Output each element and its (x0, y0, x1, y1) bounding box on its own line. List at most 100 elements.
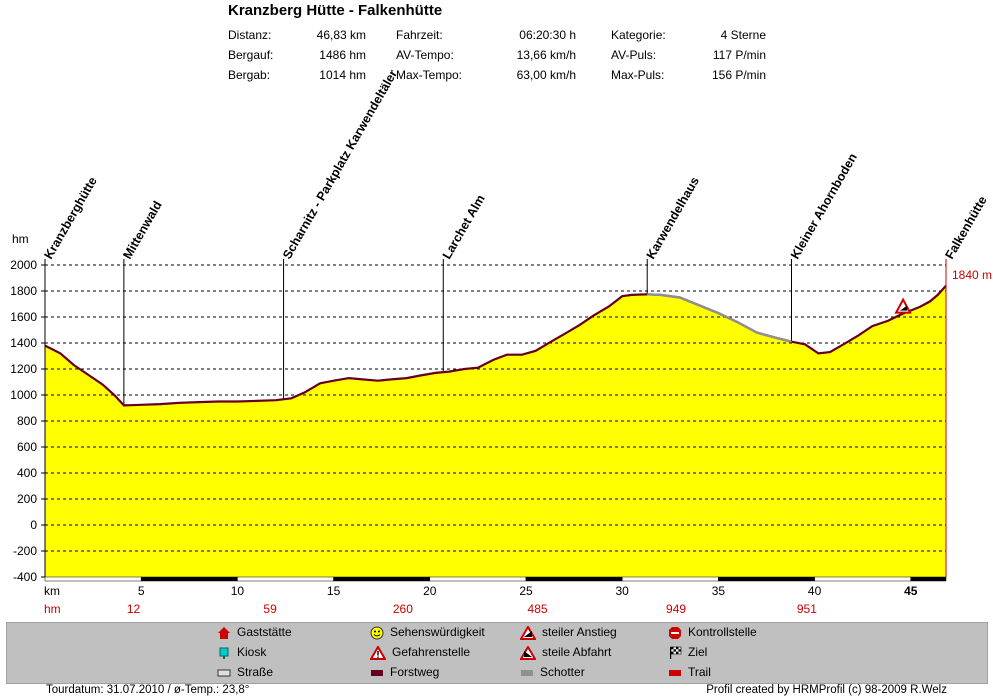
distance-bar-segment (333, 576, 431, 582)
stat-value: 117 P/min (712, 48, 766, 62)
elevation-line (44, 285, 947, 407)
hm-value-label: 949 (666, 602, 686, 616)
legend-label: Trail (688, 665, 711, 679)
hm-row-label: hm (44, 602, 61, 616)
distance-bar-segment (429, 576, 527, 582)
legend-label: Kiosk (237, 645, 267, 659)
stat-value: 46,83 km (316, 28, 366, 42)
legend-label: Kontrollstelle (688, 625, 757, 639)
waypoint-label: Kleiner Ahornboden (788, 151, 860, 262)
x-tick-label: 30 (616, 584, 630, 598)
legend-label: steiler Anstieg (542, 625, 617, 639)
stat-value: 13,66 km/h (516, 48, 576, 62)
stat-value: 1014 hm (319, 68, 366, 82)
road-swatch (217, 665, 237, 679)
stat-value: 63,00 km/h (516, 68, 576, 82)
waypoint-label: Karwendelhaus (644, 174, 702, 261)
x-tick-label: 35 (712, 584, 726, 598)
distance-bar-segment (44, 576, 142, 582)
legend-label: Forstweg (390, 665, 440, 679)
y-tick-label: 1200 (10, 362, 37, 376)
y-axis-label: hm (12, 232, 29, 246)
forest-road-swatch (370, 665, 390, 679)
trail-swatch (668, 665, 688, 679)
distance-bar-segment (910, 576, 947, 582)
kiosk-icon (217, 645, 237, 659)
distance-bar-segment (237, 576, 334, 582)
legend-label: Ziel (688, 645, 708, 659)
legend-item: Sehenswürdigkeit (370, 625, 485, 640)
y-tick-label: 2000 (10, 258, 37, 272)
gravel-segment (647, 293, 792, 343)
y-tick-label: 1000 (10, 388, 37, 402)
legend-label: Schotter (540, 665, 585, 679)
legend-label: Gefahrenstelle (392, 645, 471, 659)
steep-descent-icon (519, 644, 542, 660)
hm-value-label: 485 (528, 602, 548, 616)
legend-item: steiler Anstieg (519, 624, 617, 640)
y-tick-label: 0 (30, 518, 37, 532)
stat-label: AV-Tempo: (396, 48, 454, 62)
distance-bar-segment (718, 576, 815, 582)
y-tick-label: 1400 (10, 336, 37, 350)
finish-flag-icon (668, 645, 688, 659)
steep-climb-icon (519, 624, 542, 640)
legend-item: Kontrollstelle (668, 625, 757, 640)
stat-label: Max-Tempo: (396, 68, 463, 82)
y-tick-label: 600 (17, 440, 37, 454)
chart-title: Kranzberg Hütte - Falkenhütte (228, 2, 443, 19)
stat-value: 156 P/min (711, 68, 766, 82)
warning-icon (369, 644, 392, 660)
tour-date-footer: Tourdatum: 31.07.2010 / ø-Temp.: 23,8° (46, 684, 250, 696)
legend-item: steile Abfahrt (519, 644, 612, 660)
legend-item: Forstweg (370, 665, 439, 679)
legend-item: Ziel (668, 645, 707, 660)
house-icon (217, 625, 237, 639)
legend-item: Straße (217, 665, 273, 679)
waypoint-label: Mittenwald (120, 199, 164, 262)
x-tick-label: 40 (808, 584, 822, 598)
y-tick-label: -200 (13, 544, 37, 558)
hm-value-label: 260 (393, 602, 413, 616)
end-elevation-label: 1840 m (952, 268, 992, 282)
stat-label: Distanz: (228, 28, 272, 42)
elevation-area (45, 285, 946, 577)
credits-footer: Profil created by HRMProfil (c) 98-2009 … (706, 684, 947, 696)
hm-value-label: 59 (263, 602, 277, 616)
y-tick-label: 800 (17, 414, 37, 428)
stat-label: Bergauf: (228, 48, 274, 62)
x-tick-label: 5 (138, 584, 145, 598)
distance-bar-segment (814, 576, 912, 582)
x-tick-label: 15 (327, 584, 341, 598)
waypoint-label: Scharnitz - Parkplatz Karwendeltäler (280, 67, 400, 261)
distance-bar-segment (140, 576, 238, 582)
distance-bar-segment (525, 576, 623, 582)
legend-label: Straße (237, 665, 274, 679)
legend-label: steile Abfahrt (542, 645, 612, 659)
legend-label: Gaststätte (237, 625, 292, 639)
waypoint-label: Kranzberghütte (41, 174, 99, 261)
x-tick-label: 25 (519, 584, 533, 598)
y-tick-label: 200 (17, 492, 37, 506)
legend-item: Gefahrenstelle (369, 644, 471, 660)
hm-value-label: 12 (127, 602, 141, 616)
stat-value: 06:20:30 h (519, 28, 576, 42)
y-tick-label: 1800 (10, 284, 37, 298)
stat-label: Max-Puls: (611, 68, 665, 82)
legend-item: Schotter (520, 665, 585, 679)
gravel-swatch (520, 665, 540, 679)
x-tick-label: 10 (231, 584, 245, 598)
steep-climb-marker (894, 297, 912, 314)
stat-value: 1486 hm (319, 48, 366, 62)
legend: Gaststätte Kiosk Straße Sehenswürdigkeit Gef… (6, 622, 988, 684)
x-tick-label: 20 (423, 584, 437, 598)
x-tick-label: 45 (904, 584, 918, 598)
legend-item: Gaststätte (217, 625, 292, 640)
legend-item: Trail (668, 665, 711, 679)
stat-label: Bergab: (228, 68, 271, 82)
waypoint-label: Falkenhütte (942, 194, 989, 262)
distance-bar-segment (621, 576, 719, 582)
stat-label: Kategorie: (611, 28, 666, 42)
km-row-label: km (44, 584, 60, 598)
hm-value-label: 951 (797, 602, 817, 616)
